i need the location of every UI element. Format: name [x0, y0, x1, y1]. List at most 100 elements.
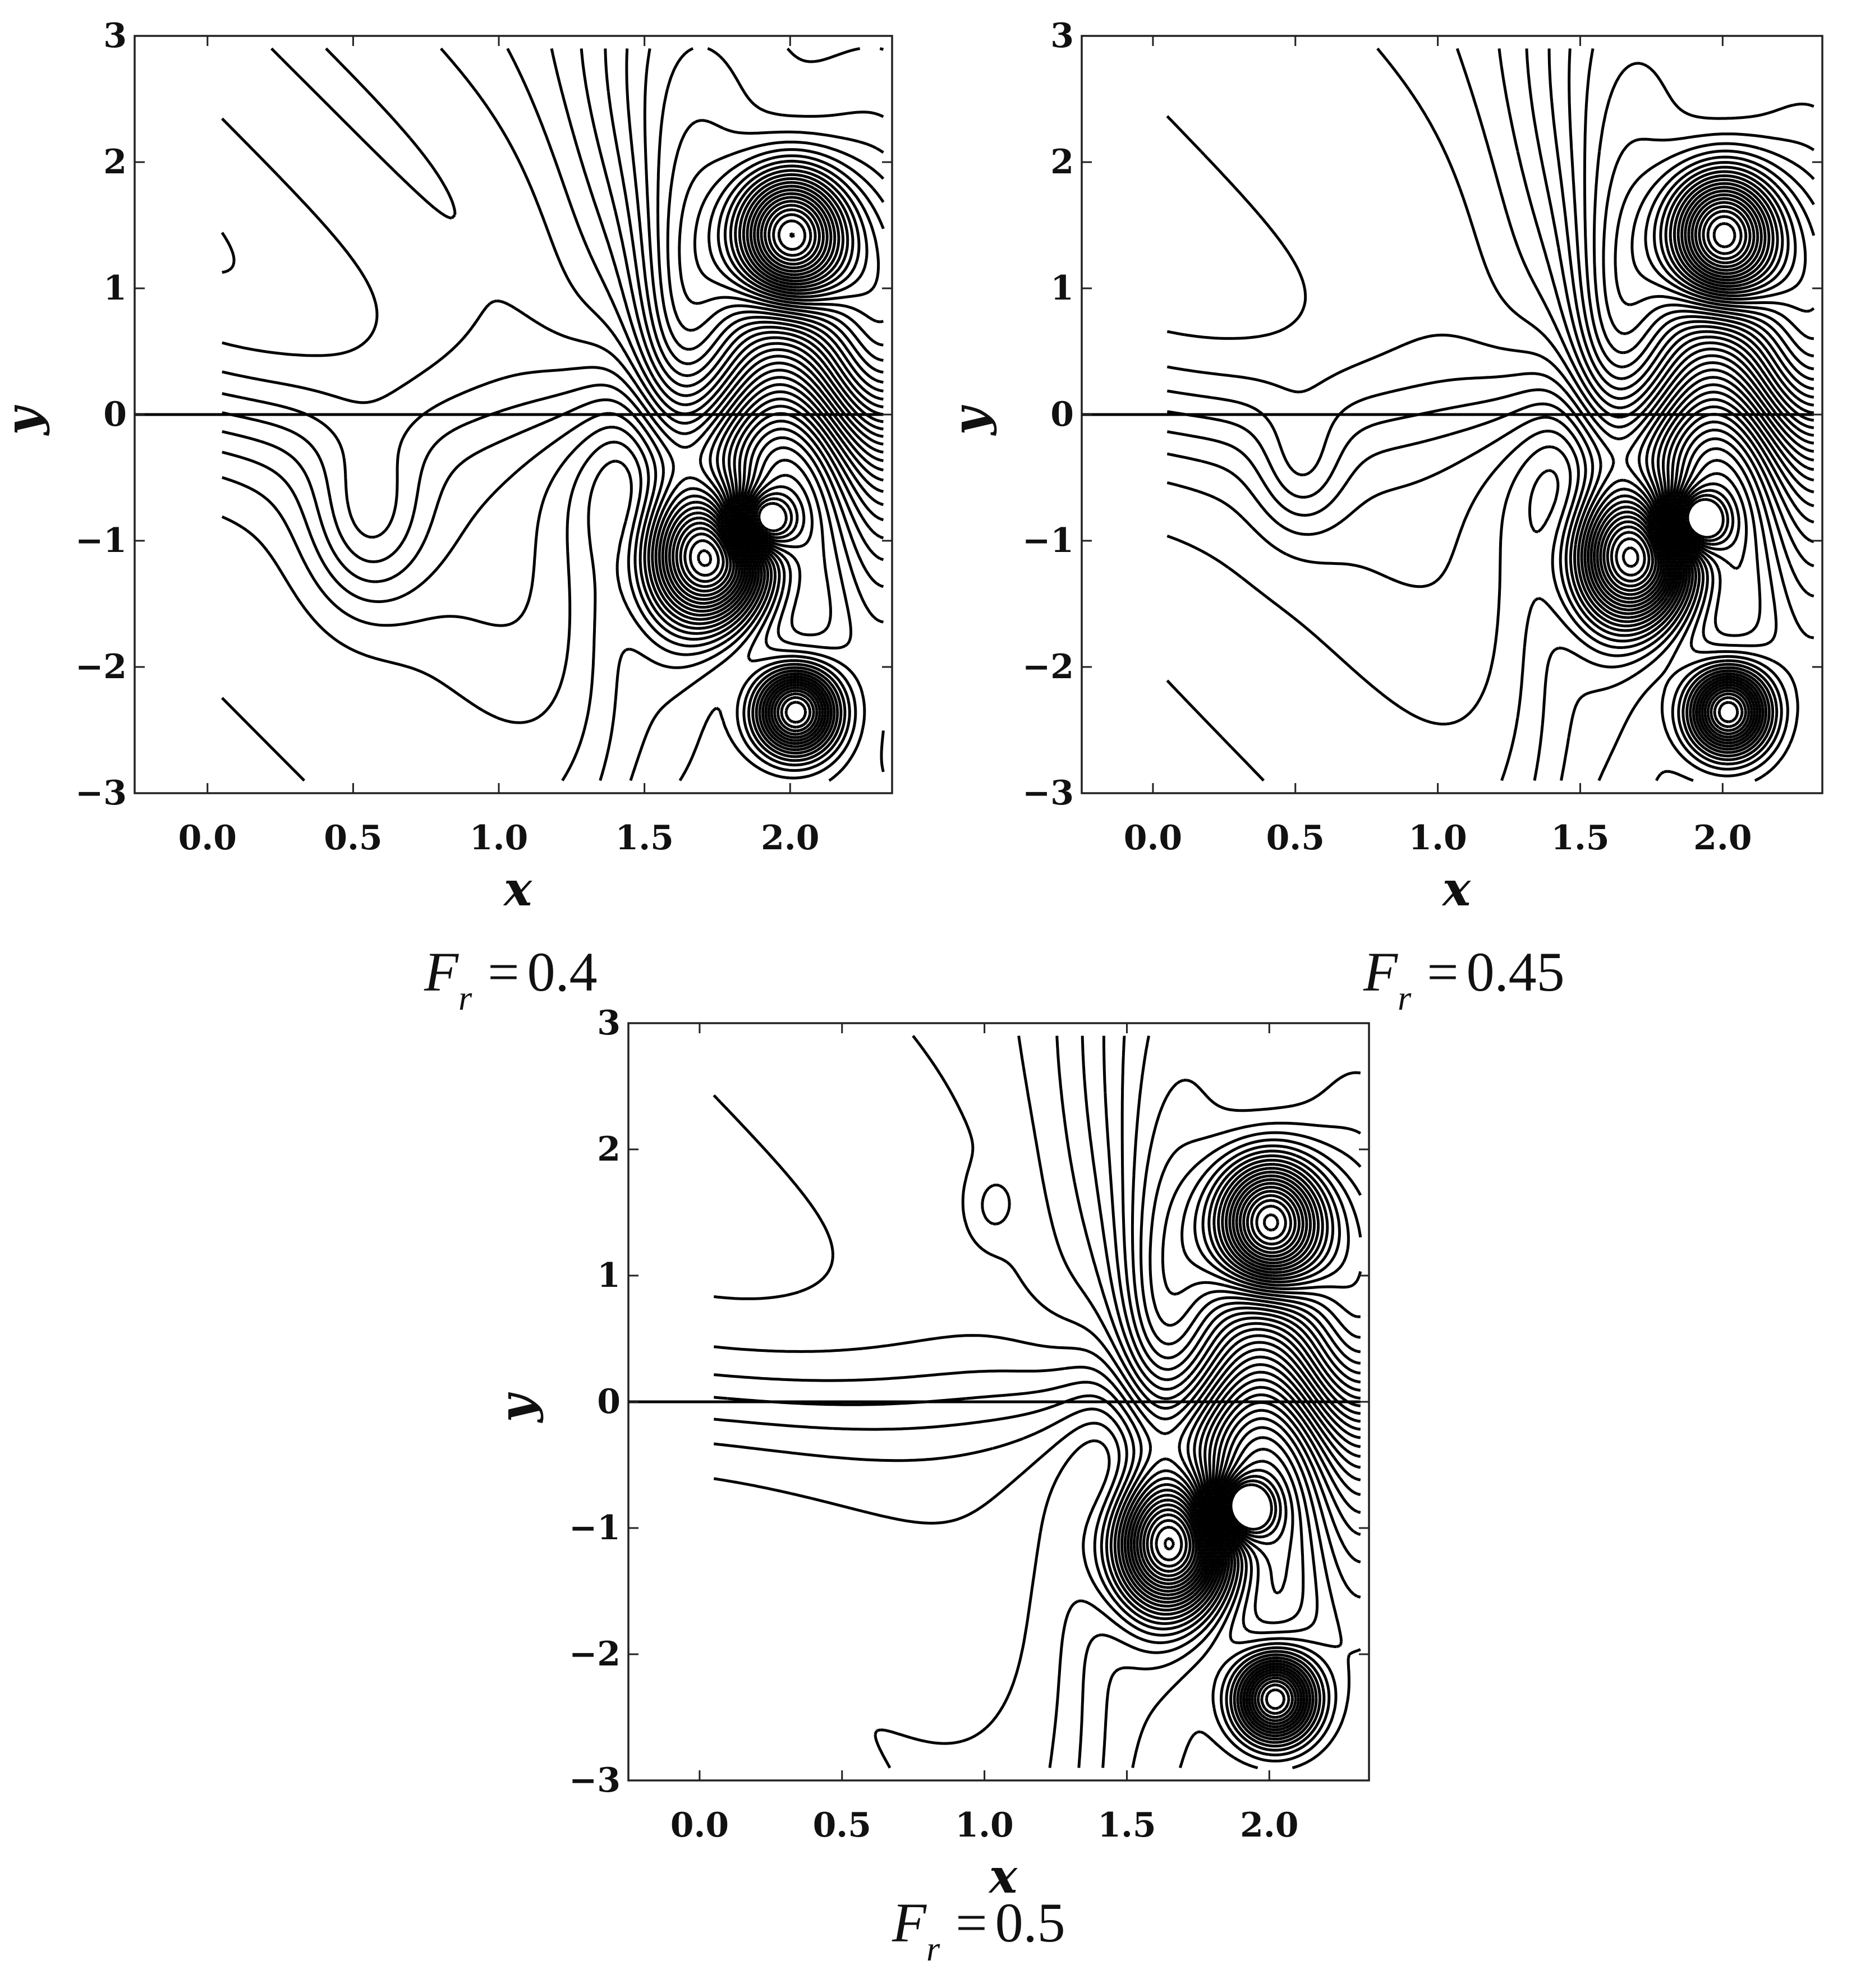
contour-line [756, 196, 829, 273]
y-tick-label: 1 [103, 269, 127, 308]
contour-line [755, 497, 793, 536]
contour-line [1166, 383, 1814, 751]
x-tick-label: 2.0 [1693, 818, 1752, 858]
x-axis-label: x [1441, 861, 1471, 917]
x-tick-label: 0.0 [670, 1806, 729, 1845]
contour-line [745, 446, 885, 772]
y-axis-label: y [942, 404, 998, 436]
contour-line [629, 420, 884, 781]
contour-line [1246, 1194, 1297, 1250]
contour-line [1055, 1036, 1361, 1715]
y-tick-label: 0 [103, 395, 127, 434]
contour-line [625, 48, 884, 593]
y-tick-label: 3 [103, 16, 127, 56]
x-tick-label: 1.0 [470, 818, 528, 858]
y-tick-label: −1 [569, 1508, 621, 1548]
contour-line [752, 192, 833, 277]
contour-line [777, 219, 807, 251]
contour-line [1228, 1174, 1316, 1268]
caption-equals: = [488, 941, 520, 1003]
contour-line [1547, 48, 1814, 600]
x-tick-label: 1.5 [1551, 818, 1609, 858]
x-tick-label: 0.0 [1124, 818, 1182, 858]
contour-line [1597, 429, 1814, 781]
contour-line [757, 501, 788, 532]
contour-line [1224, 1170, 1320, 1271]
contour-line [1166, 333, 1814, 739]
contour-line [1614, 142, 1815, 577]
contour-line [1500, 405, 1814, 781]
x-axis-label: x [503, 861, 532, 917]
contour-line [1669, 174, 1784, 291]
contour-line [1166, 361, 1814, 742]
contour-line [1223, 1460, 1294, 1595]
contour-line [1150, 1131, 1362, 1568]
contour-panel-fr-0.45: 0.0 0.5 1.0 1.5 2.0 −3 −2 −1 0 1 2 3 x y [942, 0, 1856, 965]
y-tick-label: 2 [103, 142, 127, 182]
contour-line [604, 48, 884, 597]
x-tick-label: 0.5 [324, 818, 382, 858]
contour-line [678, 427, 884, 781]
contour-line [746, 458, 832, 637]
contour-line [1212, 1158, 1335, 1281]
contour-line [1166, 390, 1814, 754]
contour-line [678, 140, 885, 567]
contour-line [742, 181, 844, 286]
contour-line [1102, 1036, 1361, 1589]
contour-line [1684, 189, 1767, 279]
contour-lines [713, 1034, 1362, 1769]
contour-line [749, 188, 837, 279]
contour-line [1659, 165, 1797, 297]
y-tick-label: 3 [597, 1004, 621, 1043]
contour-line [1120, 1036, 1361, 1585]
contour-line [1712, 222, 1736, 248]
y-tick-label: 2 [597, 1130, 621, 1169]
contour-line [874, 1386, 1361, 1769]
contour-line [1684, 494, 1729, 542]
contour-line [1166, 376, 1814, 748]
caption-symbol: F [1363, 941, 1398, 1003]
contour-line [1166, 398, 1814, 782]
contour-line [1533, 413, 1814, 781]
contour-line [1226, 1475, 1282, 1539]
contour-line [1568, 48, 1814, 596]
caption-fr-0.4: Fr = 0.4 [424, 940, 598, 1018]
y-tick-label: −1 [75, 521, 127, 560]
contour-line [714, 1370, 1361, 1738]
contour-line [1048, 1393, 1361, 1768]
contour-line [1682, 489, 1735, 546]
x-tick-label: 1.5 [1097, 1806, 1156, 1845]
contour-line [1131, 1417, 1361, 1768]
caption-value: 0.5 [995, 1892, 1065, 1954]
caption-subscript: r [1398, 979, 1412, 1018]
contour-line [1207, 1154, 1341, 1283]
contour-line [1201, 1149, 1350, 1287]
contour-line [714, 1334, 1361, 1725]
contour-lines [1166, 47, 1816, 782]
contour-line [1698, 205, 1752, 265]
y-tick-label: −2 [75, 647, 127, 687]
contour-line [1242, 1190, 1301, 1254]
contour-line [1131, 1036, 1361, 1581]
contour-line [746, 185, 840, 283]
contour-line [1675, 447, 1778, 647]
contour-line [1652, 161, 1807, 301]
contour-line [1602, 132, 1815, 583]
caption-value: 0.4 [527, 941, 598, 1003]
contour-line [1262, 1213, 1280, 1232]
y-tick-label: −3 [75, 774, 127, 813]
x-tick-label: 1.0 [1408, 818, 1467, 858]
contour-line [220, 48, 884, 733]
contour-line [768, 208, 817, 262]
contour-line [750, 485, 806, 543]
x-tick-label: 0.5 [1266, 818, 1325, 858]
contour-line [1655, 437, 1814, 782]
caption-subscript: r [926, 1930, 940, 1968]
caption-symbol: F [892, 1892, 927, 1954]
contour-panel-fr-0.4: 0.0 0.5 1.0 1.5 2.0 −3 −2 −1 0 1 2 3 x y [0, 0, 928, 965]
contour-line [222, 383, 884, 752]
caption-value: 0.45 [1466, 941, 1565, 1003]
contour-line [714, 1348, 1361, 1729]
contour-line [748, 473, 814, 549]
contour-line [222, 376, 884, 748]
